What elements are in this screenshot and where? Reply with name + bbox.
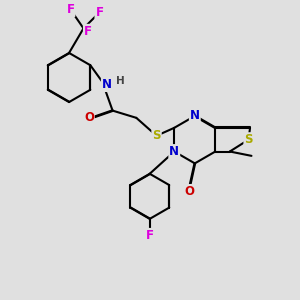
Text: F: F [84, 25, 92, 38]
Text: N: N [102, 78, 112, 91]
Text: S: S [244, 133, 253, 146]
Text: F: F [146, 229, 154, 242]
Text: F: F [67, 3, 74, 16]
Text: S: S [152, 129, 161, 142]
Text: O: O [184, 185, 195, 198]
Text: N: N [169, 145, 179, 158]
Text: F: F [95, 6, 104, 19]
Text: N: N [190, 110, 200, 122]
Text: O: O [84, 111, 94, 124]
Text: H: H [116, 76, 125, 86]
